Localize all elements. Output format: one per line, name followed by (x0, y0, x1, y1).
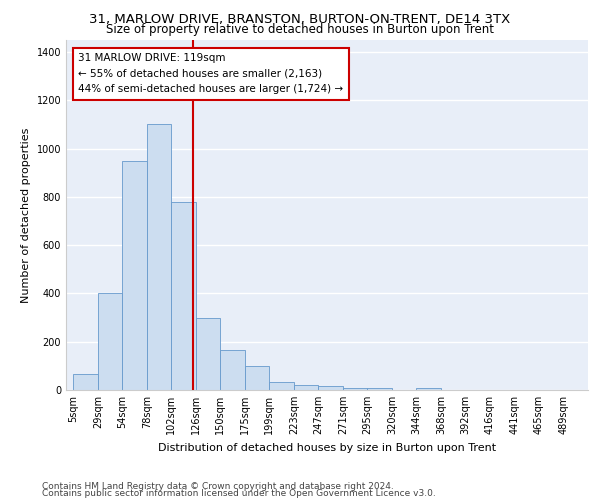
Text: 31 MARLOW DRIVE: 119sqm
← 55% of detached houses are smaller (2,163)
44% of semi: 31 MARLOW DRIVE: 119sqm ← 55% of detache… (78, 53, 343, 94)
Bar (416, 388, 441, 390)
Bar (367, 388, 392, 390)
Text: Size of property relative to detached houses in Burton upon Trent: Size of property relative to detached ho… (106, 22, 494, 36)
Bar (98, 294, 122, 390)
Text: 31, MARLOW DRIVE, BRANSTON, BURTON-ON-TRENT, DE14 3TX: 31, MARLOW DRIVE, BRANSTON, BURTON-ON-TR… (89, 12, 511, 26)
Bar (73, 374, 98, 390)
Bar (319, 386, 343, 390)
X-axis label: Distribution of detached houses by size in Burton upon Trent: Distribution of detached houses by size … (158, 442, 496, 452)
Bar (294, 385, 319, 390)
Bar (172, 202, 196, 390)
Text: Contains HM Land Registry data © Crown copyright and database right 2024.: Contains HM Land Registry data © Crown c… (42, 482, 394, 491)
Bar (122, 160, 147, 390)
Bar (245, 366, 269, 390)
Bar (343, 388, 367, 390)
Y-axis label: Number of detached properties: Number of detached properties (21, 128, 31, 302)
Bar (196, 318, 220, 390)
Text: Contains public sector information licensed under the Open Government Licence v3: Contains public sector information licen… (42, 490, 436, 498)
Bar (269, 382, 294, 390)
Bar (147, 124, 172, 390)
Bar (220, 350, 245, 390)
